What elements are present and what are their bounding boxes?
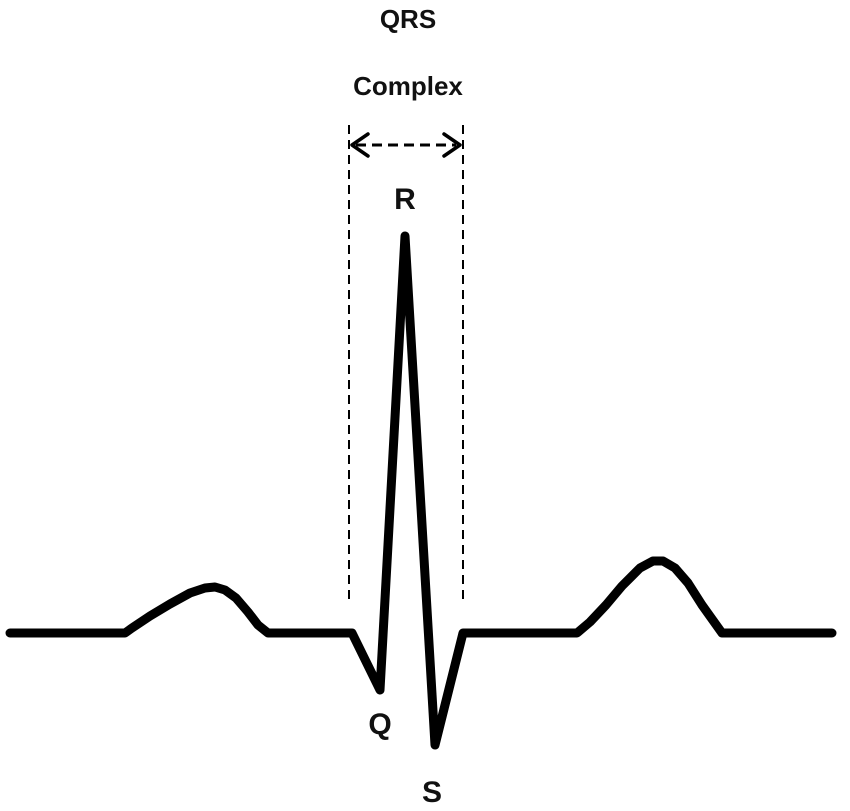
r-wave-label: R <box>394 183 416 216</box>
title-complex: Complex <box>353 71 463 101</box>
s-wave-label: S <box>422 776 442 809</box>
duration-arrow-left-head <box>350 132 370 158</box>
title-qrs: QRS <box>380 4 436 34</box>
duration-arrow-right-head <box>442 132 462 158</box>
ecg-waveform <box>5 231 837 750</box>
qrs-duration-arrow <box>350 132 462 158</box>
q-wave-label: Q <box>368 708 391 741</box>
